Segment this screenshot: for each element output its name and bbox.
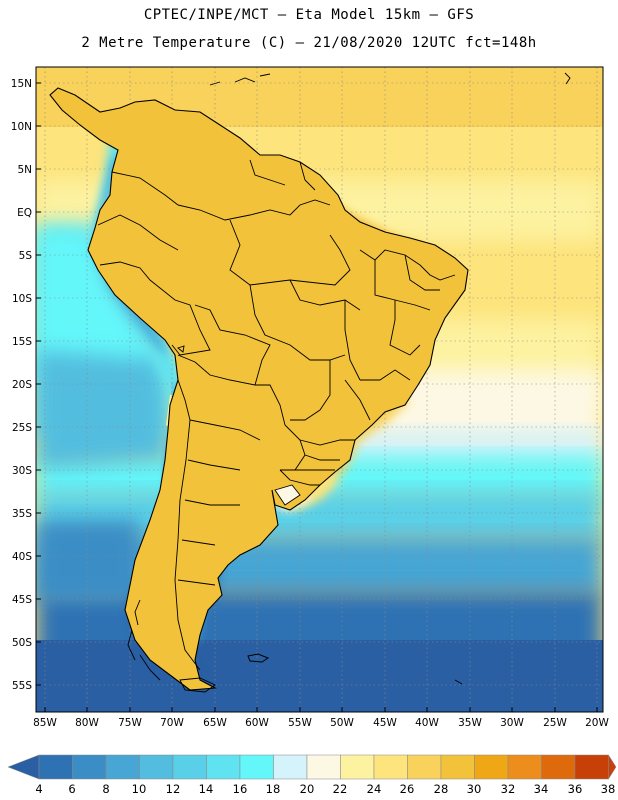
colorbar-label: 24	[367, 782, 382, 796]
colorbar-label: 16	[233, 782, 248, 796]
lon-label: 55W	[288, 717, 312, 729]
colorbar-label: 32	[501, 782, 516, 796]
lon-label: 25W	[543, 717, 567, 729]
lon-label: 40W	[415, 717, 439, 729]
colorbar-swatch	[239, 754, 274, 780]
lon-label: 85W	[33, 717, 57, 729]
colorbar-label: 18	[266, 782, 281, 796]
colorbar-label: 36	[568, 782, 583, 796]
colorbar-arrow-low	[7, 754, 40, 780]
colorbar-label: 28	[434, 782, 449, 796]
colorbar-swatch	[373, 754, 408, 780]
lat-label: 25S	[12, 422, 32, 434]
longitude-labels: 85W 80W 75W 70W 65W 60W 55W 50W 45W 40W …	[33, 717, 609, 729]
lat-label: EQ	[17, 207, 32, 219]
lat-label: 40S	[12, 551, 32, 563]
lon-label: 60W	[245, 717, 269, 729]
colorbar-label: 12	[166, 782, 181, 796]
title-line-1: CPTEC/INPE/MCT – Eta Model 15km – GFS	[143, 7, 475, 23]
lat-label: 5N	[17, 164, 32, 176]
lat-label: 30S	[12, 465, 32, 477]
lon-label: 45W	[373, 717, 397, 729]
lat-label: 10S	[12, 293, 32, 305]
lat-label: 55S	[12, 680, 32, 692]
map-frame	[35, 66, 604, 713]
colorbar-swatch	[172, 754, 207, 780]
colorbar-swatch	[507, 754, 542, 780]
lat-label: 50S	[12, 637, 32, 649]
lon-label: 35W	[458, 717, 482, 729]
colorbar-swatch	[139, 754, 174, 780]
lat-label: 5S	[19, 250, 33, 262]
colorbar-label: 26	[400, 782, 415, 796]
colorbar	[7, 754, 617, 780]
colorbar-label: 8	[102, 782, 109, 796]
colorbar-label: 34	[534, 782, 549, 796]
lat-label: 15N	[11, 78, 32, 90]
axis-ticks	[36, 82, 598, 712]
lat-label: 20S	[12, 379, 32, 391]
lon-label: 20W	[585, 717, 609, 729]
colorbar-swatch	[206, 754, 241, 780]
colorbar-swatch	[306, 754, 341, 780]
lon-label: 75W	[118, 717, 142, 729]
colorbar-swatch	[474, 754, 509, 780]
colorbar-swatch	[340, 754, 375, 780]
latitude-labels: 15N 10N 5N EQ 5S 10S 15S 20S 25S 30S 35S…	[11, 78, 33, 692]
coastline-and-borders	[49, 72, 571, 693]
colorbar-swatch	[273, 754, 308, 780]
colorbar-swatch	[541, 754, 576, 780]
colorbar-label: 30	[467, 782, 482, 796]
lat-label: 45S	[12, 594, 32, 606]
colorbar-swatch	[72, 754, 107, 780]
lat-label: 15S	[12, 336, 32, 348]
colorbar-labels: 4 6 8 10 12 14 16 18 20 22 24 26 28 30 3…	[35, 782, 615, 796]
colorbar-swatch	[440, 754, 475, 780]
colorbar-swatch	[38, 754, 73, 780]
colorbar-arrow-high	[608, 754, 617, 780]
colorbar-label: 4	[35, 782, 42, 796]
lat-label: 35S	[12, 508, 32, 520]
lon-label: 50W	[330, 717, 354, 729]
lon-label: 80W	[75, 717, 99, 729]
colorbar-label: 10	[132, 782, 147, 796]
lon-label: 70W	[160, 717, 184, 729]
colorbar-label: 6	[68, 782, 75, 796]
colorbar-swatch	[574, 754, 609, 780]
title-line-2: 2 Metre Temperature (C) – 21/08/2020 12U…	[81, 35, 537, 51]
colorbar-swatch	[407, 754, 442, 780]
colorbar-label: 14	[199, 782, 214, 796]
lon-label: 30W	[500, 717, 524, 729]
colorbar-label: 38	[601, 782, 616, 796]
colorbar-label: 22	[333, 782, 348, 796]
lat-label: 10N	[11, 121, 32, 133]
lon-label: 65W	[203, 717, 227, 729]
colorbar-swatch	[105, 754, 140, 780]
colorbar-label: 20	[300, 782, 315, 796]
